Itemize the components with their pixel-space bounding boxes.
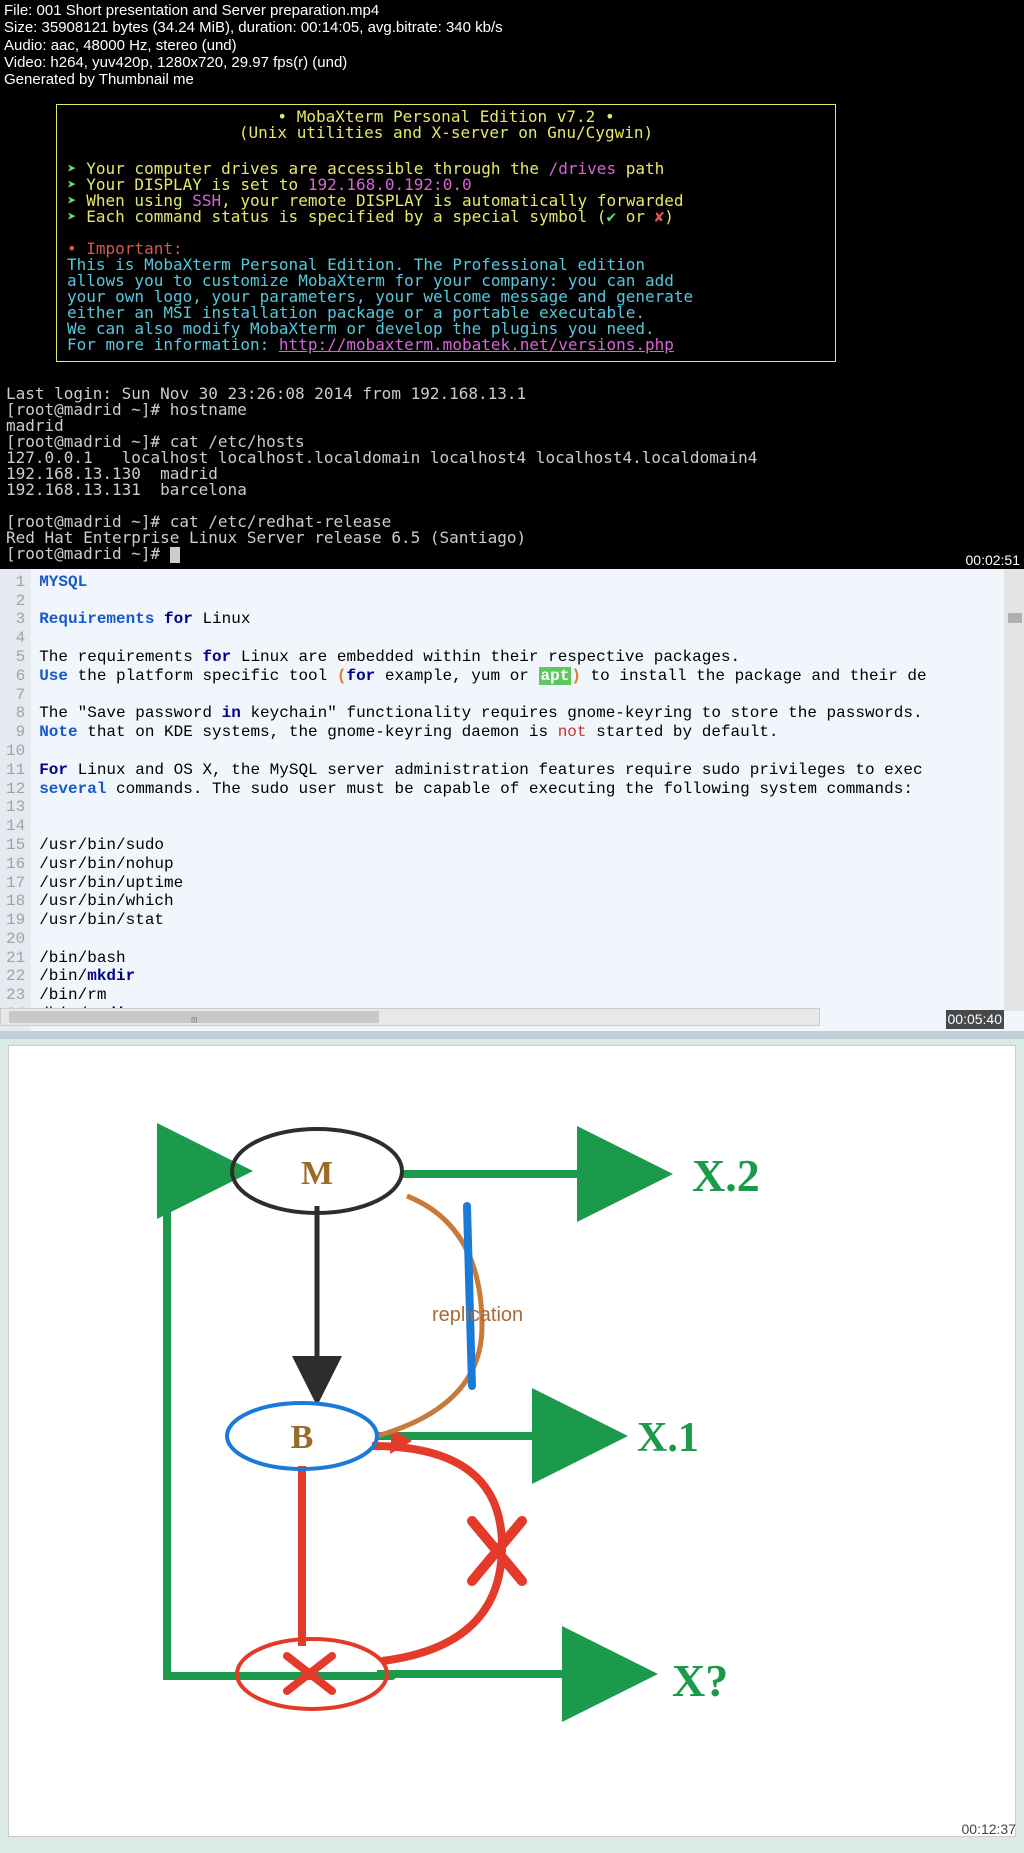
timestamp-badge: 00:05:40 <box>946 1010 1005 1029</box>
mobaxterm-banner: • MobaXterm Personal Edition v7.2 • (Uni… <box>56 104 836 362</box>
diagram-svg: M B replication X.2 X.1 X? <box>9 1046 1015 1836</box>
banner-sub: (Unix utilities and X-server on Gnu/Cygw… <box>67 125 825 141</box>
terminal-cursor <box>170 547 180 563</box>
label-x1: X.1 <box>637 1415 699 1461</box>
node-m: M <box>301 1155 333 1192</box>
meta-audio: Audio: aac, 48000 Hz, stereo (und) <box>4 37 1020 54</box>
horizontal-scrollbar[interactable]: m <box>0 1008 820 1026</box>
editor-pane[interactable]: 123456789101112131415161718192021222324 … <box>0 569 1024 1031</box>
meta-gen: Generated by Thumbnail me <box>4 71 1020 88</box>
node-b: B <box>291 1419 314 1456</box>
terminal-pane[interactable]: • MobaXterm Personal Edition v7.2 • (Uni… <box>0 90 1024 569</box>
vertical-scrollbar[interactable] <box>1004 569 1024 1011</box>
toolbar-strip <box>0 1031 1024 1039</box>
label-x2: X.2 <box>692 1150 760 1201</box>
meta-size: Size: 35908121 bytes (34.24 MiB), durati… <box>4 19 1020 36</box>
replication-label: replication <box>432 1304 523 1326</box>
video-metadata: File: 001 Short presentation and Server … <box>0 0 1024 90</box>
line-gutter: 123456789101112131415161718192021222324 <box>0 569 31 1031</box>
vscroll-thumb[interactable] <box>1008 613 1022 623</box>
code-area[interactable]: MYSQL Requirements for Linux The require… <box>31 569 1024 1031</box>
whiteboard-canvas[interactable]: M B replication X.2 X.1 X? <box>8 1045 1016 1837</box>
terminal-output: Last login: Sun Nov 30 23:26:08 2014 fro… <box>6 370 1018 563</box>
whiteboard-pane: M B replication X.2 X.1 X? 00:12:37 <box>0 1031 1024 1853</box>
meta-file: File: 001 Short presentation and Server … <box>4 2 1020 19</box>
info-link[interactable]: http://mobaxterm.mobatek.net/versions.ph… <box>279 335 674 354</box>
label-xq: X? <box>672 1655 728 1706</box>
timestamp-badge: 00:02:51 <box>966 553 1021 567</box>
meta-video: Video: h264, yuv420p, 1280x720, 29.97 fp… <box>4 54 1020 71</box>
timestamp-badge: 00:12:37 <box>962 1821 1017 1837</box>
